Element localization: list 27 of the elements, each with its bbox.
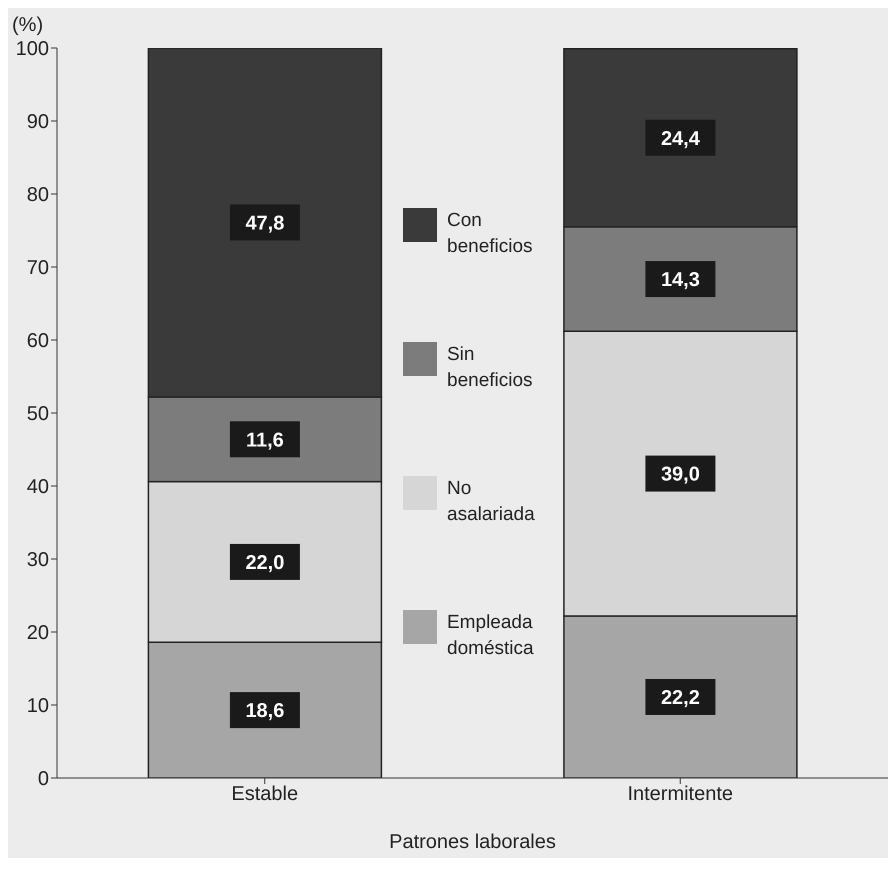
y-tick-label: 60 [26,330,49,352]
x-tick-label: Estable [231,783,298,806]
data-label: 18,6 [245,700,284,722]
y-tick-label: 90 [26,111,49,134]
y-tick-label: 80 [26,184,49,206]
data-label: 22,0 [245,552,284,574]
legend-label: Empleada doméstica [447,611,535,661]
y-tick-label: 40 [26,476,49,498]
y-tick-label: 10 [26,695,49,718]
y-tick-label: 0 [38,768,49,790]
legend-label: No asalariada [447,477,536,527]
data-label: 22,2 [660,686,700,709]
data-label: 39,0 [660,464,700,486]
x-tick-label: Intermitente [627,783,734,806]
data-label: 47,8 [245,212,284,234]
legend-label: Con beneficios [447,209,534,259]
y-axis-title: (%) [12,14,44,37]
x-axis-title: Patrones laborales [389,831,556,853]
y-tick-label: 30 [26,549,49,572]
data-label: 14,3 [660,269,700,292]
legend-label: Sin beneficios [447,343,534,393]
y-tick-label: 100 [16,38,49,60]
y-tick-label: 20 [26,622,49,644]
y-tick-label: 50 [26,403,49,426]
y-tick-label: 70 [26,257,49,280]
data-label: 11,6 [246,429,284,452]
data-label: 24,4 [660,128,701,150]
